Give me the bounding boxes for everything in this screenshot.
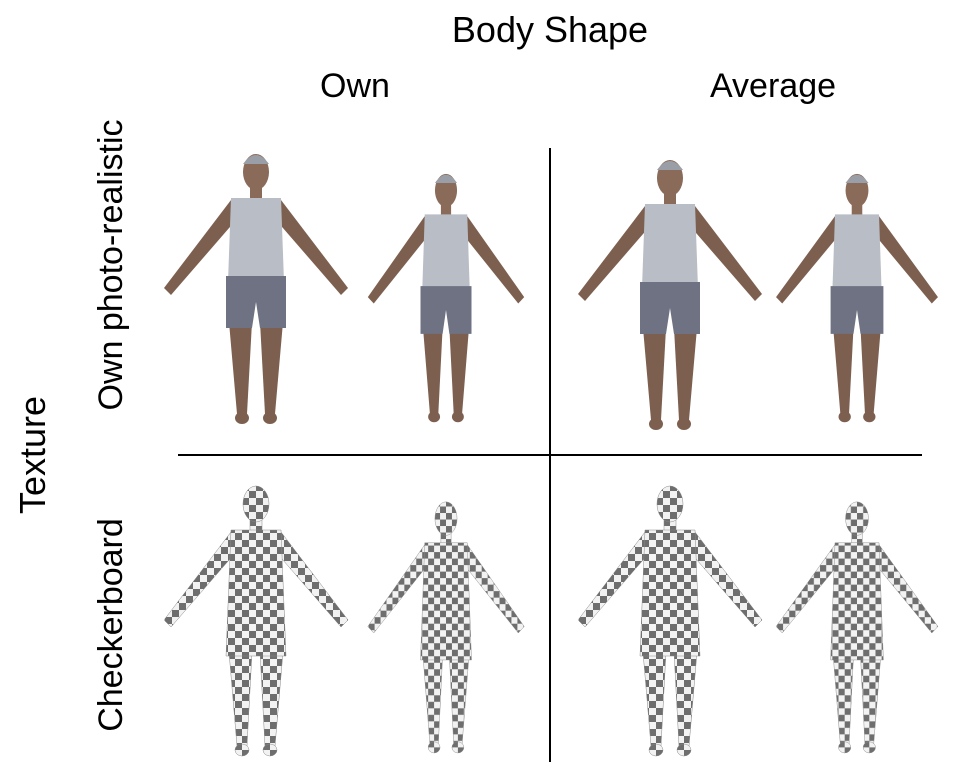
column-label: Average xyxy=(710,67,836,105)
row-label: Own photo-realistic xyxy=(92,119,130,410)
title: Body Shape xyxy=(452,9,648,50)
row-title: Texture xyxy=(12,396,53,514)
row-label: Checkerboard xyxy=(92,518,130,732)
column-label: Own xyxy=(320,67,390,105)
